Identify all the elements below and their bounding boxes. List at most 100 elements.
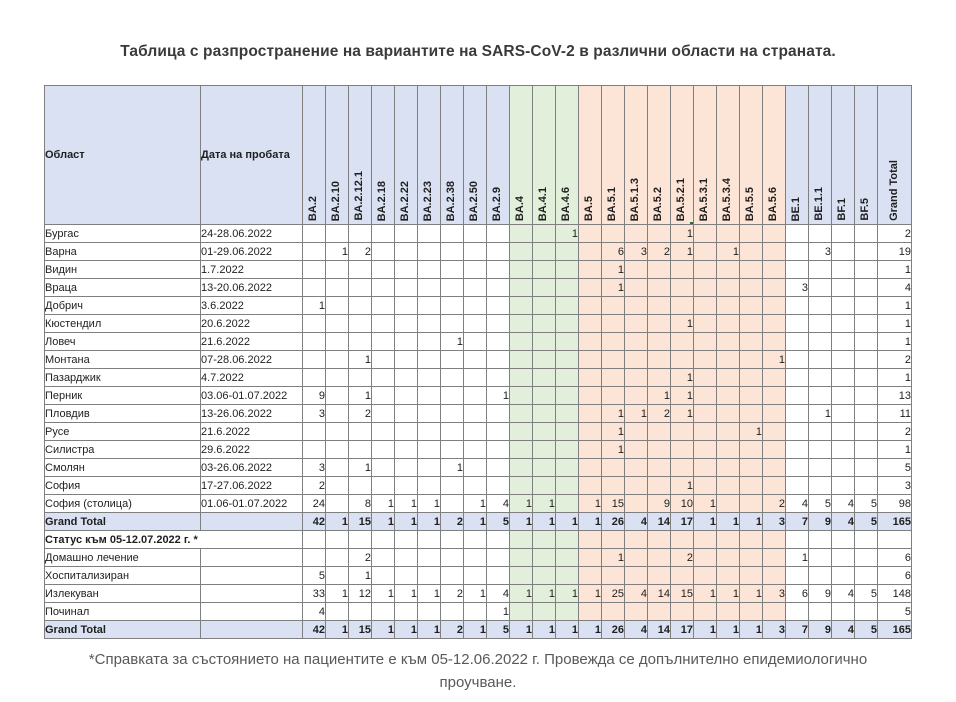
value-cell — [555, 548, 579, 567]
value-cell: 2 — [877, 422, 912, 441]
region-cell: Grand Total — [44, 512, 201, 531]
column-label: BA.2.22 — [399, 180, 412, 221]
value-cell — [854, 242, 878, 261]
value-cell — [831, 476, 855, 495]
value-cell — [440, 350, 464, 369]
table-row: София (столица) 01.06-01.07.2022 24 8 1 1 1 1 4 1… — [44, 494, 912, 513]
value-cell — [854, 332, 878, 351]
value-cell: 5 — [854, 620, 878, 639]
value-cell — [739, 278, 763, 297]
value-cell — [693, 242, 717, 261]
value-cell — [532, 458, 556, 477]
column-label: BF.1 — [836, 198, 849, 221]
value-cell — [394, 224, 418, 243]
column-header-ba-5-2-1: BA.5.2.1 — [670, 85, 694, 225]
value-cell — [509, 602, 533, 621]
value-cell — [624, 224, 648, 243]
value-cell — [555, 332, 579, 351]
value-cell: 1 — [739, 512, 763, 531]
value-cell — [716, 566, 740, 585]
value-cell: 1 — [532, 512, 556, 531]
value-cell — [716, 296, 740, 315]
value-cell: 2 — [440, 512, 464, 531]
value-cell — [555, 368, 579, 387]
value-cell — [325, 386, 349, 405]
value-cell: 3 — [877, 476, 912, 495]
value-cell — [693, 314, 717, 333]
value-cell — [532, 368, 556, 387]
value-cell — [486, 548, 510, 567]
value-cell — [394, 566, 418, 585]
value-cell — [854, 404, 878, 423]
value-cell — [739, 224, 763, 243]
value-cell — [647, 566, 671, 585]
value-cell: 9 — [808, 584, 832, 603]
value-cell: 42 — [302, 512, 326, 531]
value-cell: 98 — [877, 494, 912, 513]
value-cell — [463, 278, 487, 297]
value-cell: 1 — [440, 332, 464, 351]
value-cell — [486, 422, 510, 441]
value-cell — [693, 422, 717, 441]
value-cell: 1 — [486, 602, 510, 621]
value-cell — [808, 278, 832, 297]
value-cell — [670, 602, 694, 621]
value-cell: 2 — [302, 476, 326, 495]
value-cell — [578, 350, 602, 369]
page-title: Таблица с разпространение на вариантите … — [120, 43, 836, 60]
value-cell — [647, 332, 671, 351]
value-cell: 1 — [417, 584, 441, 603]
value-cell — [854, 458, 878, 477]
date-cell: 21.6.2022 — [200, 422, 303, 441]
column-label: BA.5.1 — [606, 186, 619, 221]
value-cell: 3 — [808, 242, 832, 261]
value-cell — [693, 458, 717, 477]
region-cell: Перник — [44, 386, 201, 405]
value-cell: 11 — [877, 404, 912, 423]
value-cell: 1 — [486, 386, 510, 405]
value-cell — [647, 260, 671, 279]
value-cell — [348, 368, 372, 387]
value-cell — [371, 458, 395, 477]
value-cell — [578, 548, 602, 567]
value-cell: 1 — [325, 620, 349, 639]
value-cell — [647, 476, 671, 495]
value-cell — [302, 332, 326, 351]
value-cell — [808, 368, 832, 387]
value-cell — [325, 548, 349, 567]
value-cell — [578, 224, 602, 243]
value-cell — [463, 296, 487, 315]
value-cell — [509, 566, 533, 585]
value-cell: 1 — [716, 512, 740, 531]
value-cell — [486, 368, 510, 387]
value-cell: 17 — [670, 620, 694, 639]
column-label: BA.2.10 — [330, 180, 343, 221]
value-cell — [716, 386, 740, 405]
value-cell — [371, 296, 395, 315]
date-cell: 13-20.06.2022 — [200, 278, 303, 297]
value-cell — [532, 566, 556, 585]
value-cell — [394, 476, 418, 495]
value-cell — [739, 458, 763, 477]
value-cell: 4 — [486, 494, 510, 513]
value-cell — [440, 602, 464, 621]
value-cell — [325, 602, 349, 621]
value-cell: 148 — [877, 584, 912, 603]
value-cell — [509, 224, 533, 243]
value-cell: 1 — [555, 584, 579, 603]
value-cell — [624, 566, 648, 585]
region-cell: Монтана — [44, 350, 201, 369]
value-cell — [670, 566, 694, 585]
value-cell — [831, 440, 855, 459]
table-row: Бургас 24-28.06.2022 1 1 2 — [44, 224, 912, 243]
value-cell: 4 — [624, 584, 648, 603]
value-cell — [463, 224, 487, 243]
value-cell — [624, 458, 648, 477]
value-cell: 26 — [601, 512, 625, 531]
value-cell: 1 — [509, 512, 533, 531]
value-cell: 2 — [348, 404, 372, 423]
value-cell — [831, 458, 855, 477]
value-cell: 1 — [371, 512, 395, 531]
value-cell — [831, 278, 855, 297]
value-cell — [371, 368, 395, 387]
